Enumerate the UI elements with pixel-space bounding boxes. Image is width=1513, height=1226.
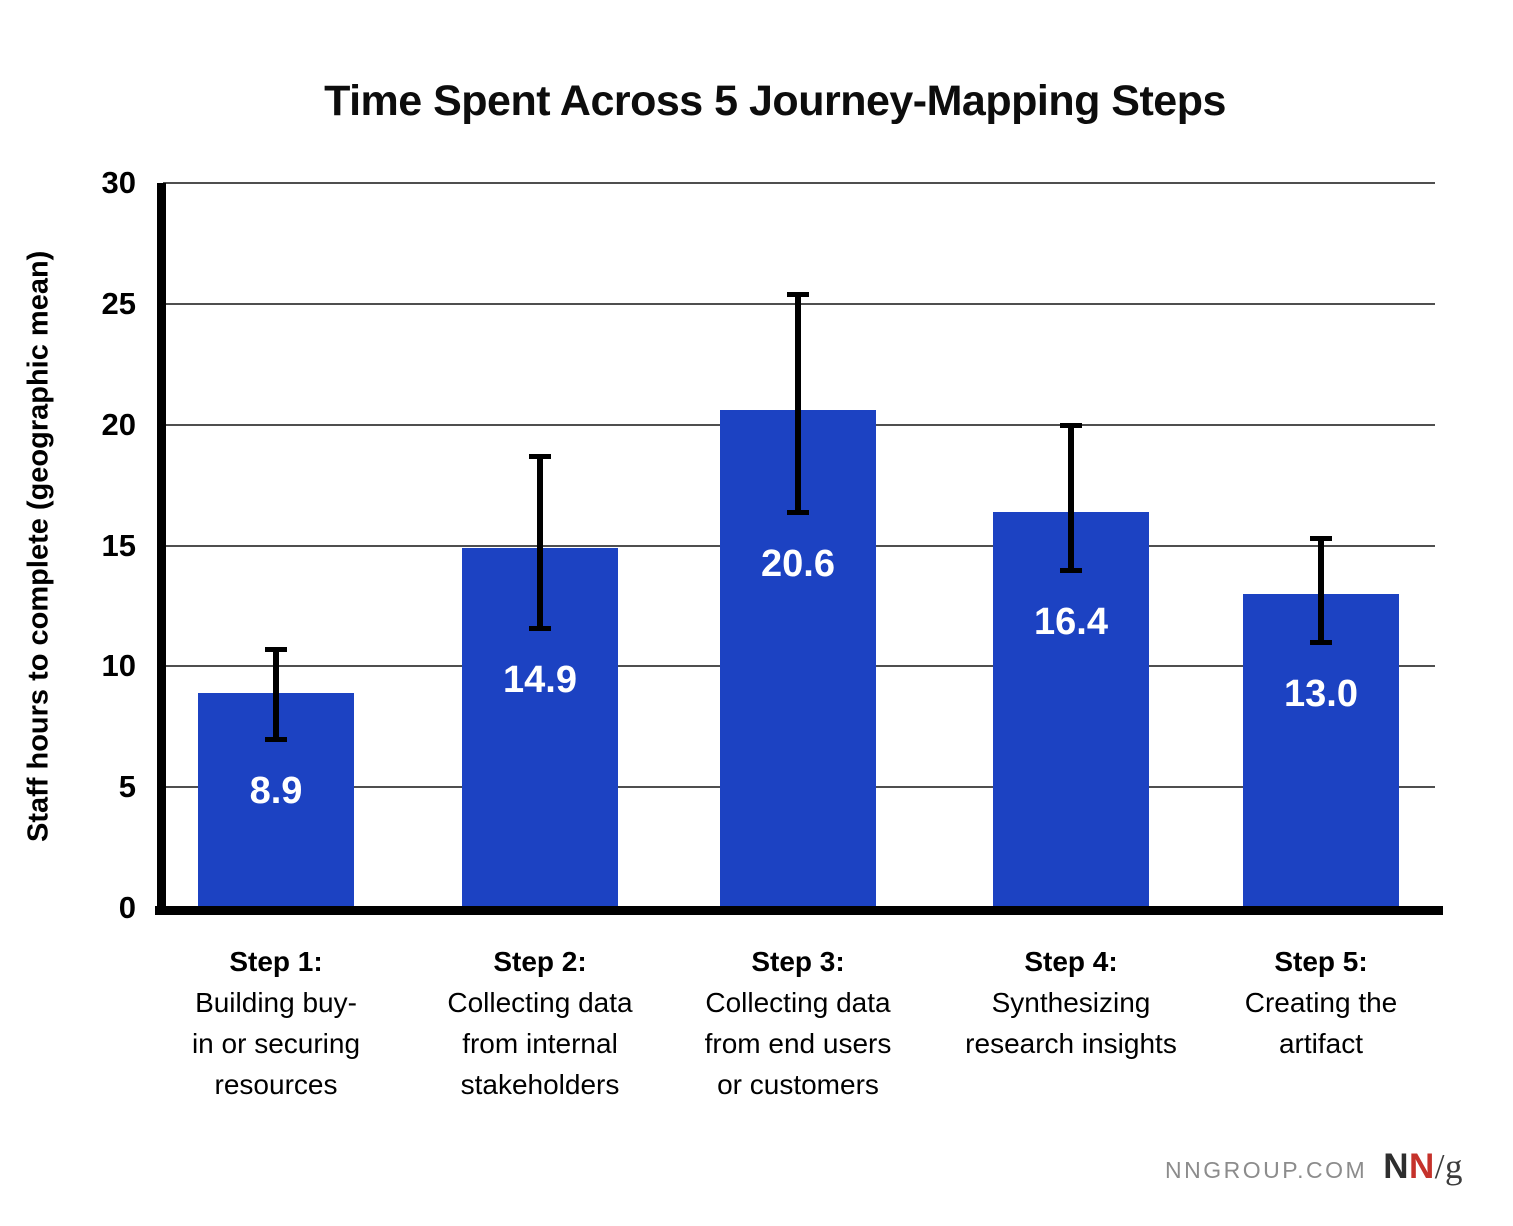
bar-value-label: 8.9 <box>249 770 303 812</box>
category-label-line: Synthesizing <box>991 987 1151 1018</box>
error-bar <box>273 649 279 739</box>
error-bar-bottom-cap <box>529 626 551 631</box>
error-bar-top-cap <box>1310 536 1332 541</box>
category-label-line: or customers <box>717 1069 879 1100</box>
category-label-line: research insights <box>965 1028 1177 1059</box>
bar-value-label: 20.6 <box>761 543 835 585</box>
category-label-line: in or securing <box>191 1028 361 1059</box>
site-label: NNGROUP.COM <box>1165 1157 1368 1183</box>
y-tick-label-5: 5 <box>118 769 136 804</box>
error-bar <box>795 294 801 512</box>
nng-logo-icon: NN/g <box>1383 1147 1463 1187</box>
x-category-label-4: Step 4: Synthesizing research insights <box>921 941 1221 1064</box>
x-category-label-3: Step 3: Collecting data from end users or c… <box>648 941 948 1105</box>
error-bar <box>1068 425 1074 570</box>
bar-step-4 <box>993 512 1149 906</box>
step-number-label: Step 1: <box>229 946 323 977</box>
gridline-30 <box>163 182 1435 184</box>
category-label-line: Building buy- <box>195 987 357 1018</box>
y-tick-label-25: 25 <box>101 286 136 321</box>
chart-title: Time Spent Across 5 Journey-Mapping Step… <box>324 76 1226 125</box>
category-label-line: artifact <box>1278 1028 1364 1059</box>
y-axis-line <box>157 183 166 915</box>
bar-value-label: 13.0 <box>1284 673 1358 715</box>
step-number-label: Step 4: <box>1024 946 1118 977</box>
x-axis-line <box>155 906 1443 915</box>
error-bar-top-cap <box>529 454 551 459</box>
category-label-line: Collecting data <box>447 987 633 1018</box>
bar-value-label: 14.9 <box>503 659 577 701</box>
step-number-label: Step 3: <box>751 946 845 977</box>
logo-slash-g: /g <box>1434 1147 1463 1186</box>
category-label-line: resources <box>214 1069 338 1100</box>
error-bar <box>537 456 543 628</box>
logo-letter-n2: N <box>1408 1147 1435 1186</box>
y-tick-label-20: 20 <box>101 407 136 442</box>
error-bar-top-cap <box>1060 423 1082 428</box>
category-label-line: Creating the <box>1244 987 1398 1018</box>
bar-step-5 <box>1243 594 1399 906</box>
logo-letter-n1: N <box>1383 1147 1409 1186</box>
category-label-line: stakeholders <box>460 1069 620 1100</box>
step-number-label: Step 5: <box>1274 946 1368 977</box>
x-category-label-1: Step 1: Building buy-in or securing resour… <box>126 941 426 1105</box>
y-tick-label-30: 30 <box>101 165 136 200</box>
category-label-line: Collecting data <box>705 987 891 1018</box>
error-bar-bottom-cap <box>1310 640 1332 645</box>
step-number-label: Step 2: <box>493 946 587 977</box>
error-bar-bottom-cap <box>265 737 287 742</box>
bar-value-label: 16.4 <box>1034 601 1108 643</box>
y-tick-label-0: 0 <box>118 890 136 925</box>
error-bar <box>1318 538 1324 642</box>
x-category-label-2: Step 2: Collecting data from internal stake… <box>390 941 690 1105</box>
x-category-label-5: Step 5: Creating the artifact <box>1171 941 1471 1064</box>
category-label-line: from internal <box>462 1028 618 1059</box>
category-label-line: from end users <box>704 1028 892 1059</box>
error-bar-top-cap <box>787 292 809 297</box>
footer: NNGROUP.COM NN/g <box>1165 1147 1463 1187</box>
y-tick-label-15: 15 <box>101 528 136 563</box>
error-bar-bottom-cap <box>1060 568 1082 573</box>
error-bar-bottom-cap <box>787 510 809 515</box>
y-tick-label-10: 10 <box>101 648 136 683</box>
error-bar-top-cap <box>265 647 287 652</box>
